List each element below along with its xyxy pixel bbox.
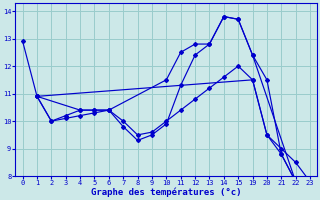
X-axis label: Graphe des températures (°c): Graphe des températures (°c) [91,188,242,197]
